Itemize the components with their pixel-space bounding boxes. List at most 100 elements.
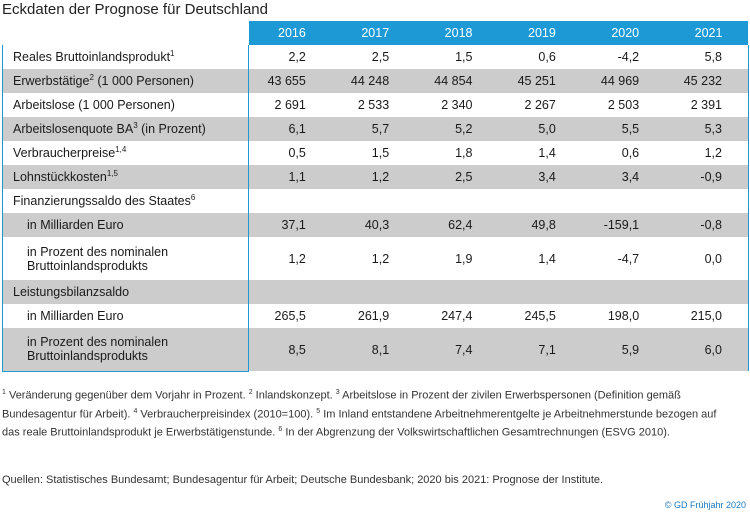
footnote-number: 2 bbox=[248, 389, 253, 396]
value-cell bbox=[665, 189, 749, 213]
value-cell: 45 251 bbox=[498, 69, 582, 93]
value-cell: 6,0 bbox=[665, 328, 749, 371]
footnote-number: 5 bbox=[316, 407, 321, 415]
value-cell: 7,4 bbox=[415, 328, 499, 371]
row-label-text: in Prozent des nominalen Bruttoinlandspr… bbox=[27, 244, 169, 273]
footnote-number: 4 bbox=[133, 407, 138, 415]
value-cell: 43 655 bbox=[248, 69, 332, 93]
value-cell: 44 248 bbox=[331, 69, 416, 93]
value-cell bbox=[415, 189, 499, 213]
table-title: Eckdaten der Prognose für Deutschland bbox=[2, 1, 268, 18]
footnote-text: Inlandskonzept. bbox=[252, 389, 336, 402]
value-cell: 2 691 bbox=[248, 93, 332, 117]
value-cell: 1,8 bbox=[415, 141, 499, 165]
value-cell: -0,8 bbox=[665, 213, 749, 237]
header-row: 2016 2017 2018 2019 2020 2021 bbox=[2, 21, 749, 45]
value-cell: 1,2 bbox=[248, 237, 332, 280]
value-cell: 1,4 bbox=[498, 237, 582, 280]
footnote-ref: 1 bbox=[170, 49, 175, 59]
value-cell: 3,4 bbox=[581, 165, 666, 189]
table-row: Lohnstückkosten1,5 1,1 1,2 2,5 3,4 3,4 -0,9 bbox=[2, 165, 749, 189]
value-cell: 44 969 bbox=[581, 69, 666, 93]
row-label: in Milliarden Euro bbox=[2, 304, 249, 328]
row-label-text: in Milliarden Euro bbox=[27, 309, 124, 323]
value-cell: 1,2 bbox=[331, 237, 416, 280]
footnote-text: Veränderung gegenüber dem Vorjahr in Pro… bbox=[5, 389, 249, 402]
table-row: Leistungsbilanzsaldo bbox=[2, 280, 749, 304]
row-label-text: Finanzierungssaldo des Staates bbox=[13, 194, 191, 209]
value-cell: 1,9 bbox=[415, 237, 499, 280]
footnote-text: Verbraucherpreisindex (2010=100). bbox=[137, 408, 317, 421]
value-cell: 5,9 bbox=[581, 328, 666, 371]
value-cell: 2 503 bbox=[581, 93, 666, 117]
row-label-text: Arbeitslosenquote BA bbox=[13, 122, 134, 137]
table-row: Erwerbstätige2 (1 000 Personen) 43 655 44 … bbox=[2, 69, 749, 93]
value-cell: 198,0 bbox=[581, 304, 666, 328]
table-row: Arbeitslose (1 000 Personen) 2 691 2 533 2 … bbox=[2, 93, 749, 117]
footnote-number: 1 bbox=[2, 389, 6, 396]
row-label-text: Verbraucherpreise bbox=[13, 146, 116, 161]
value-cell: 1,5 bbox=[331, 141, 416, 165]
footnote-text: Im Inland entstandene Arbeitnehmerentgel… bbox=[2, 408, 717, 439]
footnote-text: Arbeitslose in Prozent der zivilen Erwer… bbox=[2, 389, 681, 421]
value-cell: 45 232 bbox=[665, 69, 749, 93]
copyright-note: © GD Frühjahr 2020 bbox=[664, 500, 746, 510]
footnote-ref: 6 bbox=[190, 193, 196, 203]
value-cell: 5,0 bbox=[498, 117, 582, 141]
value-cell: 62,4 bbox=[415, 213, 499, 237]
value-cell: 5,7 bbox=[331, 117, 416, 141]
value-cell: -0,9 bbox=[665, 165, 749, 189]
value-cell: 0,6 bbox=[498, 45, 582, 69]
value-cell: 49,8 bbox=[498, 213, 582, 237]
value-cell: 0,0 bbox=[665, 237, 749, 280]
row-label: Erwerbstätige2 (1 000 Personen) bbox=[2, 69, 249, 93]
table-row: in Milliarden Euro 37,1 40,3 62,4 49,8 -159,1… bbox=[2, 213, 749, 237]
value-cell: 2 340 bbox=[415, 93, 499, 117]
value-cell: 37,1 bbox=[248, 213, 332, 237]
year-header: 2017 bbox=[331, 21, 416, 45]
value-cell: 40,3 bbox=[331, 213, 416, 237]
row-label: Arbeitslosenquote BA3 (in Prozent) bbox=[2, 117, 249, 141]
value-cell: 8,1 bbox=[331, 328, 416, 371]
value-cell: 5,8 bbox=[665, 45, 749, 69]
row-label-text: Reales Bruttoinlandsprodukt bbox=[13, 50, 171, 65]
value-cell bbox=[665, 280, 749, 304]
footnote-number: 3 bbox=[335, 389, 340, 396]
value-cell: -4,2 bbox=[581, 45, 666, 69]
row-label-text: Erwerbstätige bbox=[13, 74, 90, 89]
row-label-text: Arbeitslose (1 000 Personen) bbox=[13, 98, 175, 112]
value-cell: 2 391 bbox=[665, 93, 749, 117]
value-cell: 8,5 bbox=[248, 328, 332, 371]
row-label-text: in Milliarden Euro bbox=[27, 218, 124, 232]
row-label-suffix: (in Prozent) bbox=[137, 122, 206, 137]
value-cell bbox=[415, 280, 499, 304]
footnote-number: 6 bbox=[278, 426, 283, 434]
value-cell: 2,5 bbox=[415, 165, 499, 189]
value-cell bbox=[498, 280, 582, 304]
footnote-ref: 2 bbox=[89, 73, 94, 83]
sources-note: Quellen: Statistisches Bundesamt; Bundes… bbox=[2, 474, 604, 486]
footnote-ref: 1,4 bbox=[115, 145, 127, 155]
value-cell bbox=[248, 280, 332, 304]
value-cell: 5,3 bbox=[665, 117, 749, 141]
value-cell: 0,6 bbox=[581, 141, 666, 165]
table-row: in Milliarden Euro 265,5 261,9 247,4 245,5 19… bbox=[2, 304, 749, 328]
value-cell: 2,5 bbox=[331, 45, 416, 69]
footnote-text: In der Abgrenzung der Volkswirtschaftlic… bbox=[282, 426, 670, 439]
table-row: Reales Bruttoinlandsprodukt1 2,2 2,5 1,5 0,6… bbox=[2, 45, 749, 69]
value-cell: 1,1 bbox=[248, 165, 332, 189]
row-label: Leistungsbilanzsaldo bbox=[2, 280, 249, 304]
year-header: 2018 bbox=[415, 21, 499, 45]
value-cell: 265,5 bbox=[248, 304, 332, 328]
value-cell: 2,2 bbox=[248, 45, 332, 69]
row-label: Finanzierungssaldo des Staates6 bbox=[2, 189, 249, 213]
value-cell: 247,4 bbox=[415, 304, 499, 328]
table-row: Finanzierungssaldo des Staates6 bbox=[2, 189, 749, 213]
forecast-table: 2016 2017 2018 2019 2020 2021 Reales Bru… bbox=[2, 21, 749, 372]
footnote-ref: 1,5 bbox=[106, 169, 118, 179]
row-label-suffix: (1 000 Personen) bbox=[93, 74, 194, 89]
value-cell bbox=[331, 280, 416, 304]
row-label-text: Leistungsbilanzsaldo bbox=[13, 285, 130, 299]
value-cell: 1,2 bbox=[331, 165, 416, 189]
footnote-ref: 3 bbox=[133, 121, 138, 131]
